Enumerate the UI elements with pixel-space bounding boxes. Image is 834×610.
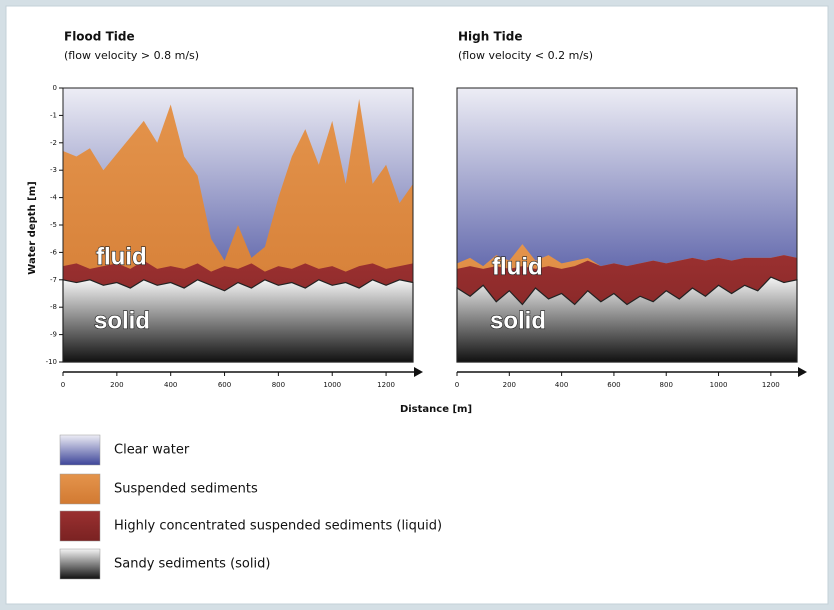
x-tick-label: 800	[660, 381, 673, 389]
legend-label: Sandy sediments (solid)	[114, 557, 270, 572]
chart-title: High Tide	[458, 30, 523, 44]
axis-arrow	[414, 367, 423, 377]
y-tick-label: -6	[50, 248, 58, 256]
y-tick-label: -9	[50, 331, 57, 339]
annotation: fluid	[96, 243, 147, 270]
y-tick-label: -1	[50, 111, 57, 119]
y-tick-label: -7	[50, 276, 57, 284]
legend-label: Clear water	[114, 443, 190, 458]
legend-label: Suspended sediments	[114, 482, 258, 497]
legend-swatch	[59, 434, 101, 466]
y-tick-label: -10	[46, 358, 57, 366]
y-tick-label: -3	[50, 166, 57, 174]
y-tick-label: -4	[50, 194, 58, 202]
x-tick-label: 200	[503, 381, 516, 389]
legend-swatch	[59, 473, 101, 505]
annotation: solid	[490, 307, 546, 334]
chart-subtitle: (flow velocity > 0.8 m/s)	[64, 49, 199, 62]
legend-swatch	[59, 510, 101, 542]
x-tick-label: 0	[455, 381, 459, 389]
x-tick-label: 1000	[710, 381, 728, 389]
x-tick-label: 0	[61, 381, 65, 389]
y-tick-label: -8	[50, 303, 57, 311]
chart-title: Flood Tide	[64, 30, 135, 44]
y-tick-label: 0	[53, 84, 57, 92]
annotation: fluid	[492, 253, 543, 280]
x-tick-label: 1000	[323, 381, 341, 389]
plot-frame	[456, 87, 798, 363]
x-tick-label: 600	[607, 381, 620, 389]
legend-swatch	[59, 548, 101, 580]
x-tick-label: 800	[272, 381, 285, 389]
layer	[456, 276, 798, 363]
axis-arrow	[798, 367, 807, 377]
y-tick-label: -2	[50, 139, 57, 147]
x-tick-label: 1200	[762, 381, 780, 389]
layer	[62, 279, 414, 363]
x-tick-label: 400	[164, 381, 177, 389]
legend-label: Highly concentrated suspended sediments …	[114, 519, 442, 534]
chart-subtitle: (flow velocity < 0.2 m/s)	[458, 49, 593, 62]
y-axis-label: Water depth [m]	[27, 181, 38, 274]
x-tick-label: 600	[218, 381, 231, 389]
y-tick-label: -5	[50, 221, 57, 229]
x-tick-label: 400	[555, 381, 568, 389]
x-tick-label: 200	[110, 381, 123, 389]
x-tick-label: 1200	[377, 381, 395, 389]
annotation: solid	[94, 307, 150, 334]
x-axis-label: Distance [m]	[400, 404, 472, 415]
